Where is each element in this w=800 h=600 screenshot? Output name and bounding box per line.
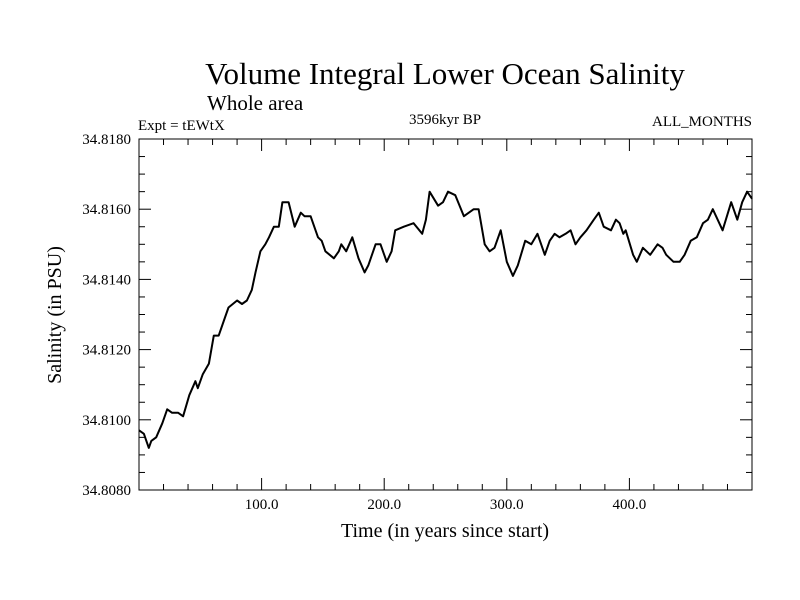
x-tick-labels: 100.0 200.0 300.0 400.0 <box>245 497 647 513</box>
x-tick-label: 400.0 <box>613 497 647 513</box>
series-line-salinity <box>138 190 753 449</box>
chart-title: Volume Integral Lower Ocean Salinity <box>205 56 685 91</box>
x-axis-label: Time (in years since start) <box>341 520 549 542</box>
y-tick-label: 34.8180 <box>82 132 131 148</box>
y-tick-label: 34.8100 <box>82 413 131 429</box>
chart-subtitle: Whole area <box>207 91 304 115</box>
x-tick-label: 200.0 <box>367 497 401 513</box>
y-axis-label: Salinity (in PSU) <box>44 246 66 384</box>
plot-frame <box>138 138 753 491</box>
y-tick-label: 34.8120 <box>82 343 131 359</box>
y-tick-label: 34.8160 <box>82 202 131 218</box>
x-tick-label: 300.0 <box>490 497 524 513</box>
axis-ticks <box>139 139 752 490</box>
months-label: ALL_MONTHS <box>652 114 752 130</box>
experiment-label: Expt = tEWtX <box>138 118 225 134</box>
y-tick-label: 34.8140 <box>82 272 131 288</box>
y-tick-labels: 34.8080 34.8100 34.8120 34.8140 34.8160 34.81… <box>82 132 131 499</box>
x-tick-label: 100.0 <box>245 497 279 513</box>
period-label: 3596kyr BP <box>409 112 481 128</box>
y-tick-label: 34.8080 <box>82 483 131 499</box>
